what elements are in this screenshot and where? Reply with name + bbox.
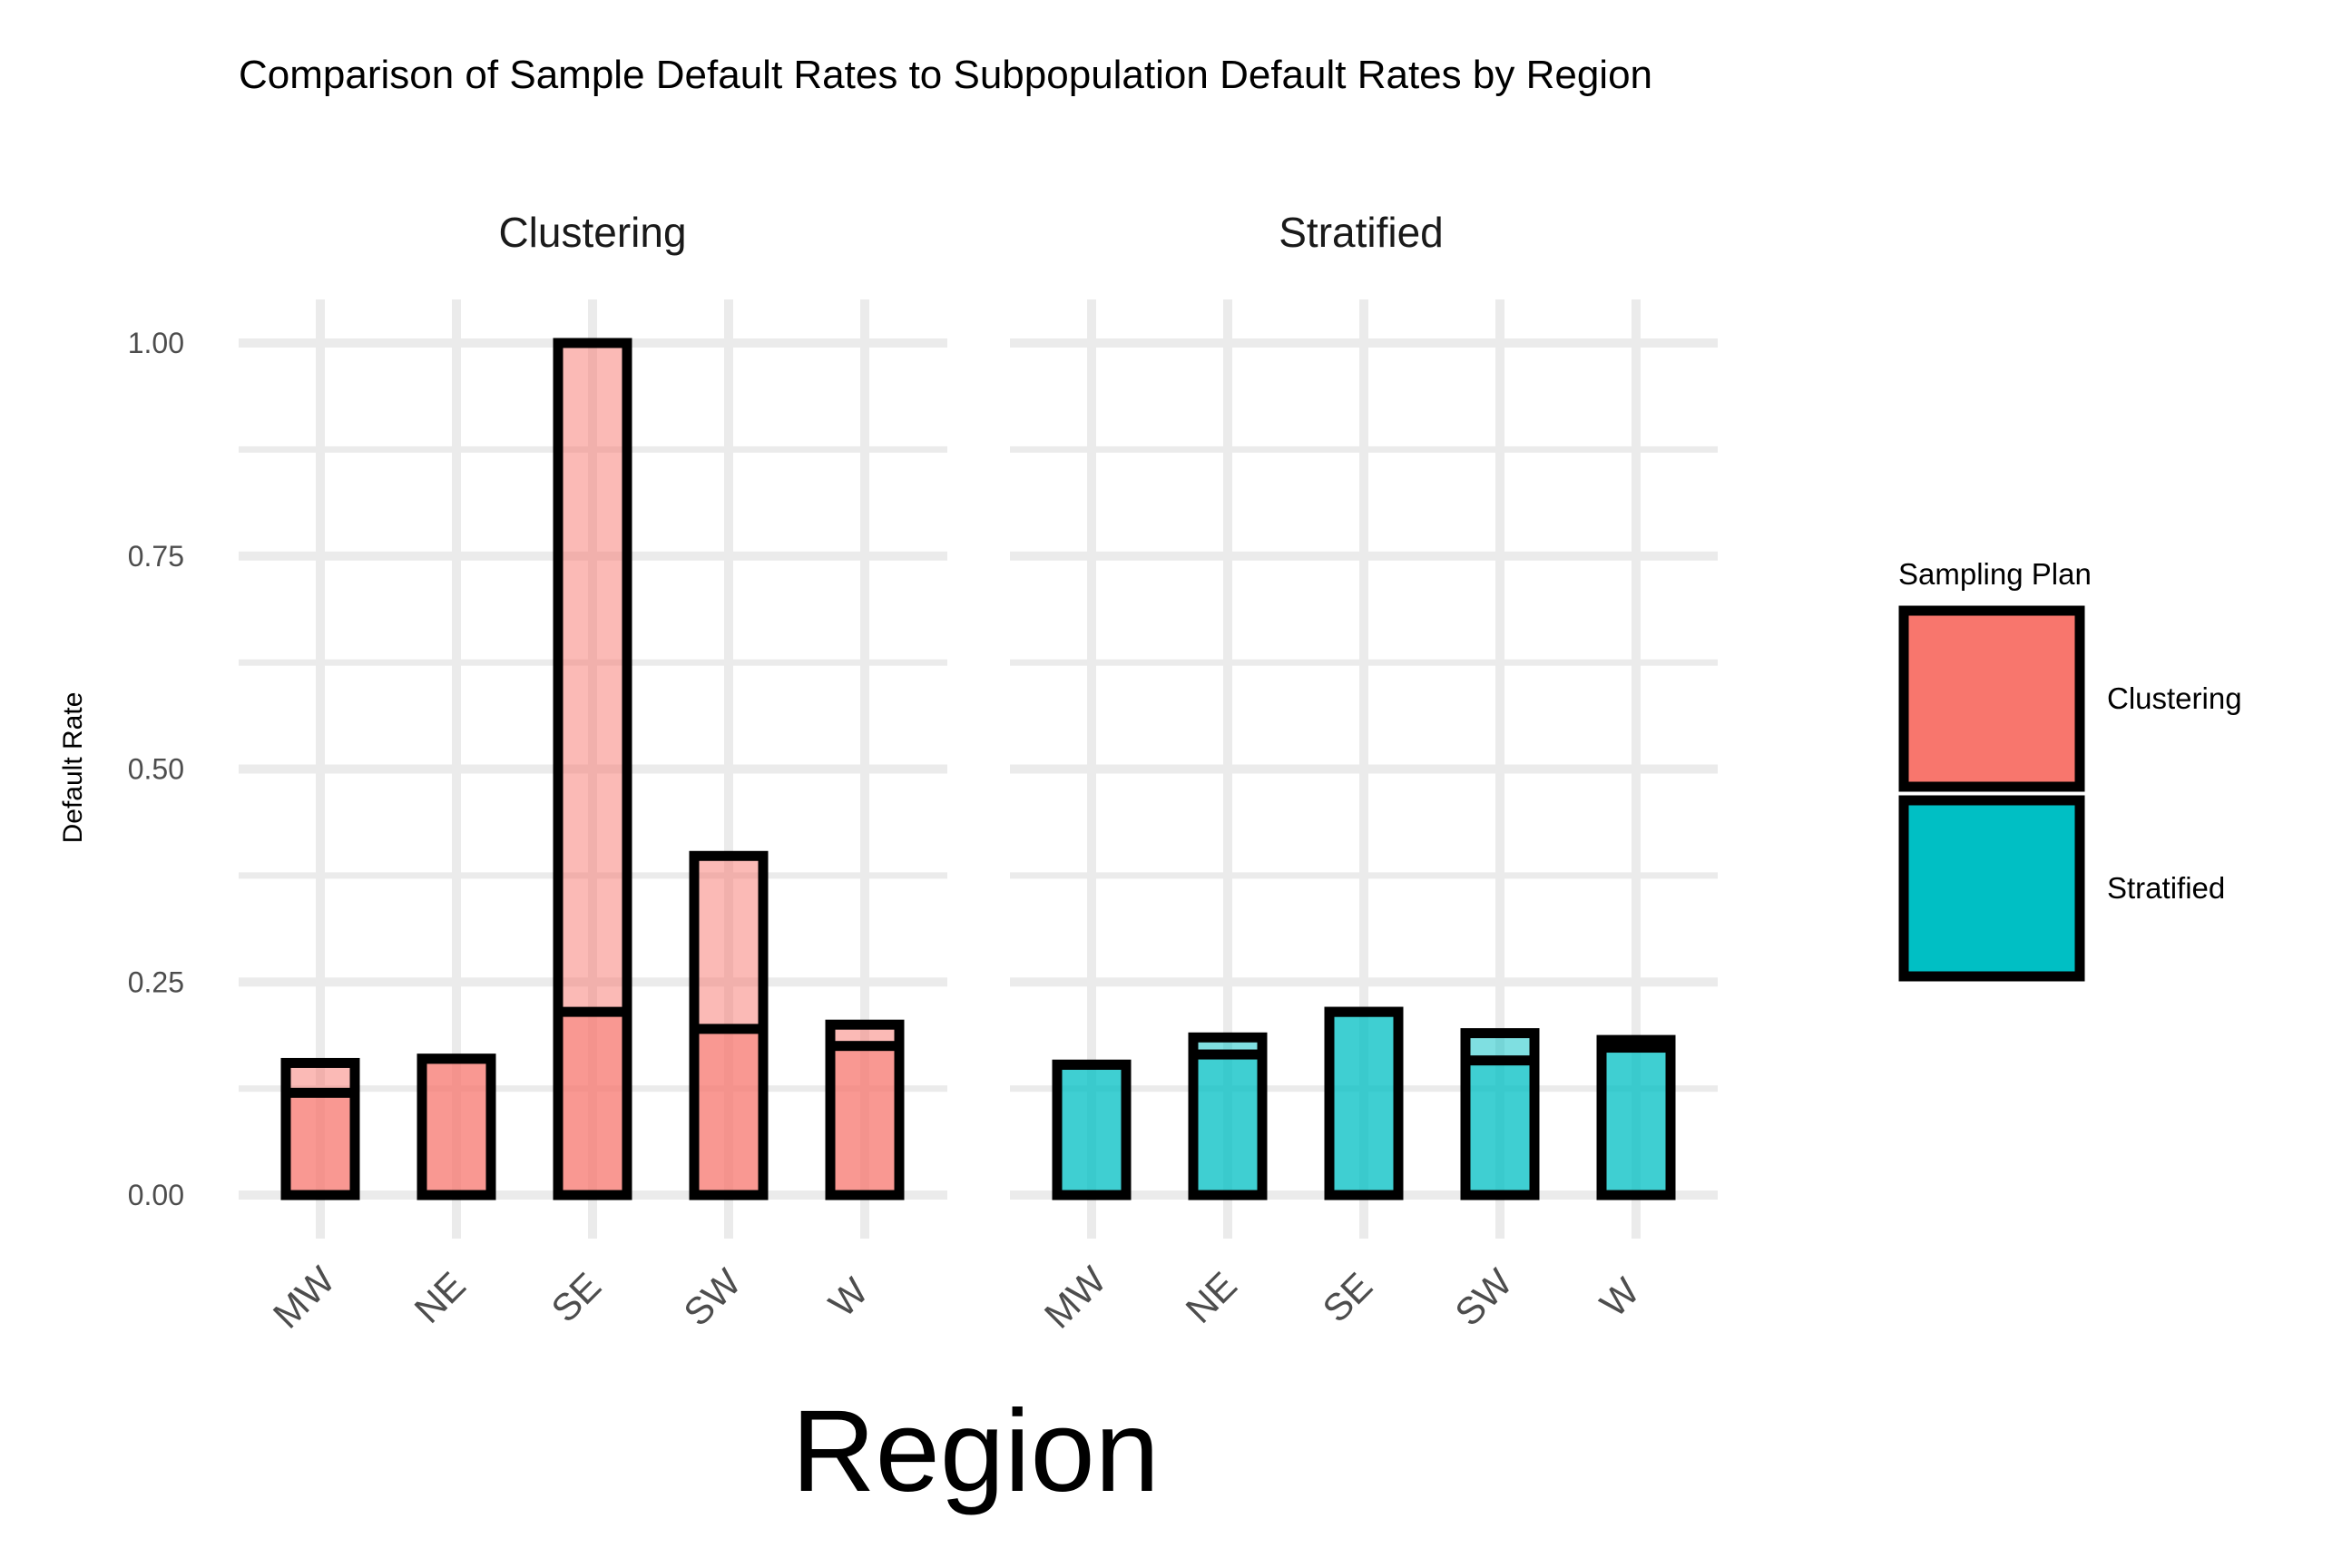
legend-key-stratified — [1898, 795, 2085, 982]
x-tick-label-sw: SW — [675, 1260, 749, 1334]
x-tick-label-se: SE — [1314, 1264, 1380, 1330]
bar-subpopulation-outline-se — [553, 1006, 632, 1200]
panel-stratified: Stratified MW NE SE SW W — [1010, 209, 1718, 1337]
bar-subpopulation-outline-mw — [1052, 1059, 1132, 1200]
y-tick-label: 0.75 — [128, 540, 184, 573]
panel-clustering: Clustering MW NE SE SW W — [239, 209, 947, 1337]
x-axis-label: Region — [791, 1387, 1160, 1516]
chart-title: Comparison of Sample Default Rates to Su… — [239, 53, 1652, 97]
bar-subpopulation-ne — [1193, 1054, 1262, 1195]
x-tick-label-w: W — [820, 1269, 877, 1326]
bar-subpopulation-w — [830, 1045, 899, 1195]
bar-subpopulation-outline-w — [825, 1041, 905, 1200]
legend-title: Sampling Plan — [1898, 557, 2092, 591]
x-tick-label-sw: SW — [1446, 1260, 1520, 1334]
legend-label-stratified: Stratified — [2107, 871, 2225, 905]
panel-title-stratified: Stratified — [1279, 209, 1444, 256]
bar-subpopulation-outline-mw — [280, 1087, 360, 1200]
y-axis-label: Default Rate — [58, 692, 88, 844]
bar-subpopulation-sw — [694, 1028, 763, 1195]
bar-subpopulation-mw — [1057, 1064, 1126, 1195]
x-tick-label-ne: NE — [406, 1263, 474, 1331]
bar-subpopulation-ne — [422, 1058, 491, 1195]
bar-subpopulation-outline-w — [1596, 1043, 1676, 1200]
bars — [1052, 1006, 1676, 1200]
bar-subpopulation-outline-sw — [689, 1024, 769, 1200]
y-tick-label: 1.00 — [128, 327, 184, 359]
legend-key-clustering — [1898, 605, 2085, 792]
bar-subpopulation-outline-sw — [1460, 1055, 1540, 1200]
legend-label-clustering: Clustering — [2107, 681, 2242, 715]
legend: Sampling Plan Clustering Stratified — [1898, 557, 2242, 982]
y-axis: 0.00 0.25 0.50 0.75 1.00 — [128, 327, 184, 1211]
y-tick-label: 0.00 — [128, 1179, 184, 1211]
y-tick-label: 0.50 — [128, 753, 184, 786]
bar-subpopulation-outline-se — [1324, 1006, 1404, 1200]
x-tick-label-w: W — [1592, 1269, 1648, 1326]
bar-subpopulation-se — [558, 1012, 627, 1195]
panel-title-clustering: Clustering — [498, 209, 686, 256]
x-tick-label-se: SE — [543, 1264, 609, 1330]
y-tick-label: 0.25 — [128, 965, 184, 998]
bar-subpopulation-sw — [1465, 1060, 1534, 1195]
bar-subpopulation-w — [1602, 1047, 1671, 1195]
bars — [280, 338, 905, 1200]
bar-subpopulation-se — [1329, 1012, 1398, 1195]
bar-subpopulation-outline-ne — [416, 1054, 496, 1200]
x-tick-label-mw: MW — [1036, 1258, 1114, 1336]
x-tick-label-ne: NE — [1177, 1263, 1245, 1331]
bar-subpopulation-mw — [286, 1093, 355, 1195]
x-tick-label-mw: MW — [265, 1258, 343, 1336]
bar-subpopulation-outline-ne — [1188, 1049, 1268, 1200]
